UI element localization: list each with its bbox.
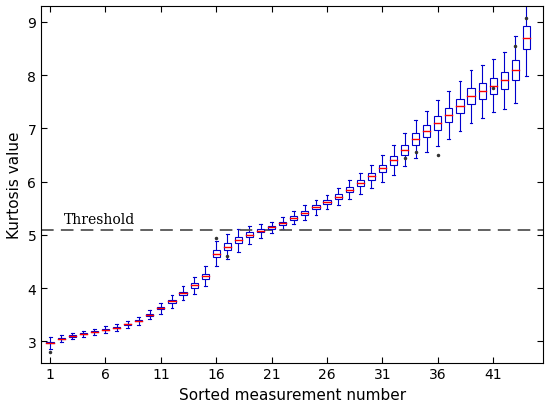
FancyBboxPatch shape <box>58 338 65 339</box>
FancyBboxPatch shape <box>500 73 508 90</box>
FancyBboxPatch shape <box>345 188 353 193</box>
FancyBboxPatch shape <box>190 283 197 288</box>
FancyBboxPatch shape <box>512 61 519 81</box>
X-axis label: Sorted measurement number: Sorted measurement number <box>179 387 406 402</box>
FancyBboxPatch shape <box>235 238 242 244</box>
FancyBboxPatch shape <box>390 157 397 165</box>
FancyBboxPatch shape <box>523 27 530 50</box>
FancyBboxPatch shape <box>290 217 298 220</box>
FancyBboxPatch shape <box>179 292 186 295</box>
FancyBboxPatch shape <box>213 251 220 257</box>
FancyBboxPatch shape <box>124 324 131 325</box>
FancyBboxPatch shape <box>224 244 231 250</box>
FancyBboxPatch shape <box>368 174 375 180</box>
FancyBboxPatch shape <box>334 195 342 199</box>
FancyBboxPatch shape <box>157 308 164 310</box>
FancyBboxPatch shape <box>301 211 309 215</box>
FancyBboxPatch shape <box>423 126 430 138</box>
FancyBboxPatch shape <box>257 229 264 233</box>
FancyBboxPatch shape <box>202 274 209 279</box>
FancyBboxPatch shape <box>456 99 464 114</box>
FancyBboxPatch shape <box>468 89 475 105</box>
FancyBboxPatch shape <box>268 227 275 229</box>
FancyBboxPatch shape <box>401 146 408 155</box>
FancyBboxPatch shape <box>146 314 153 316</box>
FancyBboxPatch shape <box>47 343 54 344</box>
FancyBboxPatch shape <box>412 134 419 145</box>
FancyBboxPatch shape <box>80 333 87 335</box>
FancyBboxPatch shape <box>69 336 76 337</box>
FancyBboxPatch shape <box>379 165 386 173</box>
FancyBboxPatch shape <box>102 329 109 330</box>
FancyBboxPatch shape <box>246 233 253 238</box>
Text: Threshold: Threshold <box>63 213 135 227</box>
FancyBboxPatch shape <box>135 320 142 321</box>
FancyBboxPatch shape <box>91 331 98 333</box>
FancyBboxPatch shape <box>323 200 331 204</box>
FancyBboxPatch shape <box>446 109 453 123</box>
FancyBboxPatch shape <box>312 206 320 210</box>
Y-axis label: Kurtosis value: Kurtosis value <box>7 131 22 238</box>
FancyBboxPatch shape <box>279 222 287 225</box>
FancyBboxPatch shape <box>113 327 120 328</box>
FancyBboxPatch shape <box>490 79 497 94</box>
FancyBboxPatch shape <box>434 117 442 130</box>
FancyBboxPatch shape <box>478 84 486 100</box>
FancyBboxPatch shape <box>356 181 364 187</box>
FancyBboxPatch shape <box>168 300 175 303</box>
